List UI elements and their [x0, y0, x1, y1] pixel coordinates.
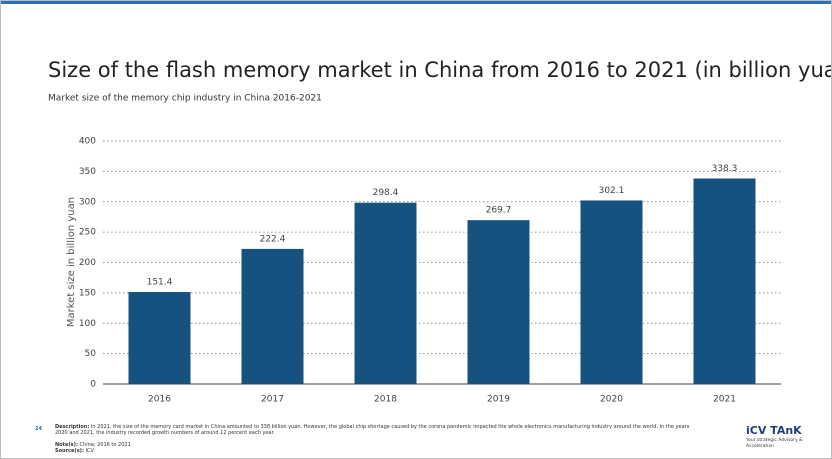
value-label: 151.4	[147, 278, 173, 288]
x-tick-label: 2021	[713, 395, 736, 405]
bar	[467, 220, 530, 384]
y-tick-label: 50	[85, 349, 97, 359]
y-tick-label: 350	[79, 167, 96, 177]
value-label: 269.7	[486, 206, 512, 216]
bar	[354, 202, 417, 384]
value-label: 338.3	[712, 164, 738, 174]
description-label: Description:	[55, 424, 90, 430]
bar	[128, 292, 191, 384]
note-text: China; 2016 to 2021	[79, 442, 131, 448]
y-axis-label: Market size in billion yuan	[66, 197, 77, 327]
logo: iCV TAnK	[746, 424, 802, 437]
value-label: 222.4	[260, 234, 286, 244]
bar	[241, 248, 304, 384]
x-tick-label: 2019	[487, 395, 510, 405]
y-tick-label: 400	[79, 137, 96, 147]
chart-title: Size of the flash memory market in China…	[48, 58, 832, 82]
source: Source(s): ICV	[55, 448, 94, 454]
value-label: 302.1	[599, 186, 625, 196]
y-tick-label: 0	[90, 380, 96, 390]
source-text: ICV	[85, 448, 94, 454]
top-bar	[1, 1, 831, 4]
bar	[693, 178, 756, 384]
y-tick-label: 250	[79, 228, 96, 238]
value-label: 298.4	[373, 188, 399, 198]
y-tick-label: 100	[79, 319, 96, 329]
source-label: Source(s):	[55, 448, 84, 454]
bar	[580, 200, 643, 384]
note-label: Note(s):	[55, 442, 78, 448]
x-tick-label: 2017	[261, 395, 284, 405]
y-tick-label: 300	[79, 197, 96, 207]
logo-tagline: Your strategic Advisory & Acceleration	[746, 438, 803, 449]
description-text: In 2021, the size of the memory card mar…	[55, 424, 690, 436]
x-tick-label: 2018	[374, 395, 397, 405]
note: Note(s): China; 2016 to 2021	[55, 442, 131, 448]
chart-subtitle: Market size of the memory chip industry …	[48, 94, 322, 104]
description: Description: In 2021, the size of the me…	[55, 424, 695, 436]
y-tick-label: 200	[79, 258, 96, 268]
y-tick-label: 150	[79, 288, 96, 298]
page-number: 24	[35, 426, 42, 432]
x-tick-label: 2016	[148, 395, 171, 405]
x-tick-label: 2020	[600, 395, 623, 405]
